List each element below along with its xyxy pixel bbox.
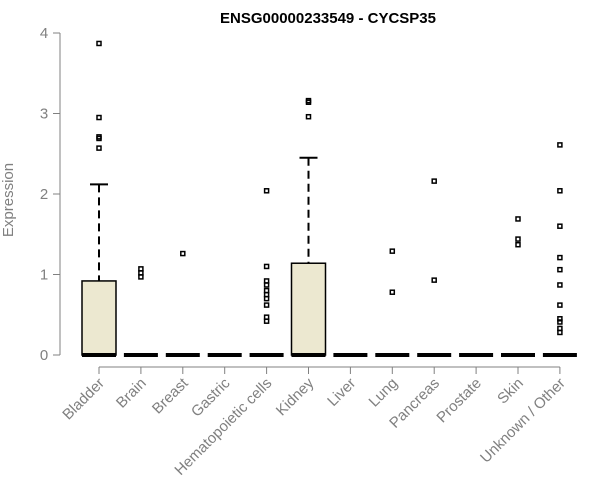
outlier-point xyxy=(389,289,396,295)
outlier-point xyxy=(263,295,270,302)
outlier-point xyxy=(263,263,270,270)
box-brain xyxy=(123,266,158,357)
outlier-point xyxy=(515,241,521,248)
box-skin xyxy=(501,216,535,357)
box-iqr xyxy=(290,262,327,356)
box-series xyxy=(81,40,577,357)
outlier-point xyxy=(96,114,102,121)
box-kidney xyxy=(290,97,327,357)
outlier-point xyxy=(557,266,563,273)
y-tick-label: 3 xyxy=(40,106,48,123)
x-tick-label: Skin xyxy=(494,375,527,408)
outlier-point xyxy=(515,216,521,222)
outlier-point xyxy=(263,188,270,194)
y-axis-label: Expression xyxy=(0,163,17,237)
y-axis: 0 1 2 3 4 xyxy=(40,25,61,364)
x-tick-label: Breast xyxy=(149,374,192,417)
outlier-point xyxy=(263,318,270,324)
y-tick-label: 1 xyxy=(40,267,48,284)
y-tick-label: 4 xyxy=(40,25,48,42)
outlier-point xyxy=(557,316,563,322)
chart-title: ENSG00000233549 - CYCSP35 xyxy=(220,10,436,27)
x-tick-label: Bladder xyxy=(59,375,108,424)
box-lung xyxy=(375,248,410,357)
box-iqr xyxy=(81,280,117,356)
outlier-point xyxy=(263,282,270,288)
outlier-point xyxy=(305,113,312,120)
box-pancreas xyxy=(417,178,452,357)
outlier-point xyxy=(96,40,102,47)
outlier-point xyxy=(557,142,563,148)
x-tick-label: Prostate xyxy=(433,375,485,427)
outlier-point xyxy=(557,254,563,261)
outlier-point xyxy=(557,223,563,229)
box-hematopoietic-cells xyxy=(249,188,284,357)
outlier-point xyxy=(431,277,437,283)
outlier-point xyxy=(138,274,144,280)
outlier-point xyxy=(557,302,563,308)
outlier-point xyxy=(305,99,312,105)
y-tick-label: 2 xyxy=(40,186,48,203)
x-tick-label: Liver xyxy=(324,375,359,410)
outlier-point xyxy=(96,145,102,151)
outlier-point xyxy=(180,250,186,257)
outlier-point xyxy=(557,329,563,336)
x-tick-label: Kidney xyxy=(273,374,318,419)
outlier-point xyxy=(389,248,396,254)
outlier-point xyxy=(431,178,437,184)
box-bladder xyxy=(81,40,117,357)
x-tick-label: Lung xyxy=(366,375,402,411)
outlier-point xyxy=(263,302,270,308)
box-unknown-other xyxy=(542,142,577,357)
outlier-point xyxy=(557,282,563,288)
y-tick-label: 0 xyxy=(40,347,48,364)
outlier-point xyxy=(557,319,563,325)
x-tick-label: Brain xyxy=(113,375,150,412)
outlier-point xyxy=(515,236,521,242)
outlier-point xyxy=(557,188,563,194)
box-breast xyxy=(165,250,200,357)
outlier-point xyxy=(96,135,102,142)
